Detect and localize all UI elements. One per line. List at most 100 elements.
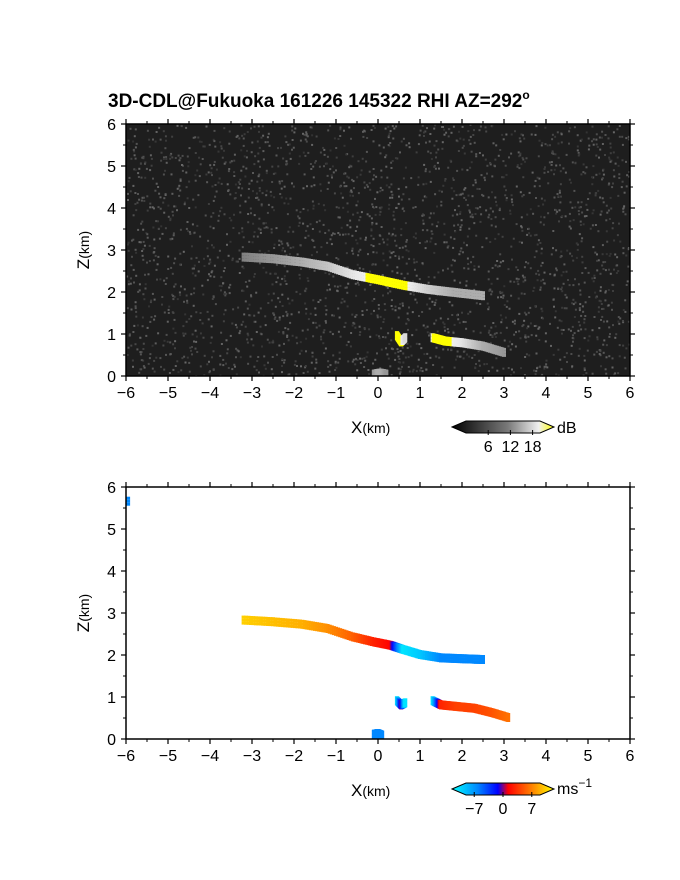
- noise-speck: [363, 186, 366, 189]
- echo-pixel-ground-echo: [380, 733, 385, 737]
- noise-speck: [368, 215, 371, 218]
- noise-speck: [241, 265, 244, 268]
- noise-speck: [207, 239, 210, 242]
- noise-speck: [155, 220, 158, 223]
- noise-speck: [557, 142, 560, 145]
- noise-speck: [474, 179, 477, 182]
- noise-speck: [495, 204, 498, 207]
- noise-speck: [323, 148, 326, 151]
- echo-pixel-upper-layer: [256, 622, 261, 626]
- noise-speck: [239, 211, 242, 214]
- noise-speck: [143, 244, 146, 247]
- echo-pixel-upper-layer: [315, 622, 320, 626]
- noise-speck: [135, 315, 138, 318]
- noise-speck: [553, 274, 556, 277]
- noise-speck: [406, 318, 409, 320]
- noise-speck: [134, 301, 137, 304]
- noise-speck: [326, 174, 329, 177]
- noise-speck: [368, 170, 371, 173]
- noise-speck: [238, 137, 241, 140]
- noise-speck: [382, 259, 385, 262]
- noise-speck: [312, 321, 315, 324]
- noise-speck: [599, 354, 602, 357]
- noise-speck: [459, 226, 462, 229]
- noise-speck: [487, 308, 490, 311]
- noise-speck: [277, 297, 280, 300]
- noise-speck: [622, 321, 625, 324]
- noise-speck: [306, 225, 309, 228]
- noise-speck: [258, 371, 260, 374]
- noise-speck: [366, 137, 369, 139]
- noise-speck: [517, 151, 520, 154]
- noise-speck: [275, 263, 278, 266]
- noise-speck: [129, 190, 132, 193]
- noise-speck: [173, 262, 176, 265]
- noise-speck: [565, 270, 568, 273]
- noise-speck: [337, 138, 340, 140]
- noise-speck: [339, 135, 342, 137]
- echo-pixel-upper-layer: [283, 258, 288, 262]
- echo-pixel-upper-layer: [288, 259, 293, 263]
- noise-speck: [617, 164, 620, 167]
- noise-speck: [608, 268, 610, 271]
- noise-speck: [497, 296, 499, 299]
- noise-speck: [627, 265, 630, 268]
- echo-pixel-upper-layer: [426, 290, 431, 294]
- noise-speck: [562, 282, 565, 285]
- noise-speck: [479, 125, 482, 128]
- echo-pixel-upper-layer: [384, 280, 389, 284]
- noise-speck: [572, 334, 574, 337]
- noise-speck: [405, 239, 408, 241]
- noise-speck: [273, 313, 276, 316]
- noise-speck: [333, 314, 335, 317]
- noise-speck: [518, 137, 521, 140]
- noise-speck: [157, 228, 160, 230]
- echo-pixel-upper-layer: [388, 281, 393, 284]
- x-tick-label: 1: [416, 748, 425, 765]
- noise-speck: [160, 151, 163, 154]
- noise-speck: [222, 358, 225, 361]
- noise-speck: [204, 214, 207, 217]
- noise-speck: [546, 144, 549, 147]
- noise-speck: [471, 216, 474, 219]
- echo-pixel-upper-layer: [334, 264, 338, 268]
- noise-speck: [544, 340, 547, 343]
- noise-speck: [253, 273, 256, 275]
- noise-speck: [262, 150, 265, 153]
- noise-speck: [247, 188, 250, 190]
- echo-pixel-upper-layer: [246, 618, 251, 622]
- echo-pixel-upper-layer: [471, 293, 476, 297]
- noise-speck: [585, 372, 588, 375]
- noise-speck: [138, 198, 141, 201]
- intensity-colorbar-unit: dB: [557, 420, 577, 437]
- noise-speck: [165, 161, 168, 164]
- noise-speck: [142, 342, 145, 345]
- noise-speck: [319, 183, 322, 186]
- echo-pixel-upper-layer: [258, 259, 263, 263]
- noise-speck: [518, 240, 521, 243]
- noise-speck: [604, 261, 607, 263]
- noise-speck: [489, 163, 492, 166]
- noise-speck: [391, 125, 394, 128]
- echo-pixel-upper-layer: [325, 261, 330, 265]
- noise-speck: [394, 309, 397, 312]
- noise-speck: [583, 318, 586, 321]
- noise-speck: [600, 365, 602, 368]
- noise-speck: [338, 216, 341, 219]
- echo-pixel-upper-layer: [350, 270, 355, 274]
- echo-pixel-upper-layer: [346, 268, 351, 272]
- noise-speck: [459, 250, 462, 253]
- noise-speck: [435, 355, 438, 358]
- noise-speck: [605, 344, 608, 347]
- echo-pixel-upper-layer: [300, 257, 305, 261]
- noise-speck: [522, 134, 524, 137]
- y-tick-label: 0: [107, 732, 116, 749]
- noise-speck: [133, 154, 136, 157]
- echo-pixel-upper-layer: [290, 256, 295, 260]
- noise-speck: [126, 307, 129, 310]
- echo-pixel-upper-layer: [382, 276, 387, 280]
- noise-speck: [405, 240, 408, 243]
- noise-speck: [549, 273, 552, 276]
- noise-speck: [502, 176, 505, 179]
- noise-speck: [493, 332, 496, 335]
